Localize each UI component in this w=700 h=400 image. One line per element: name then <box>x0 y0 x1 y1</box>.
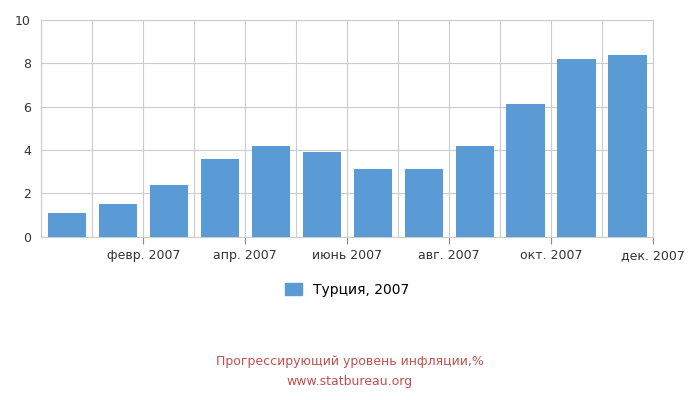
Bar <box>150 185 188 237</box>
Legend: Турция, 2007: Турция, 2007 <box>285 282 410 296</box>
Bar <box>48 213 86 237</box>
Bar <box>302 152 341 237</box>
Bar <box>608 55 647 237</box>
Text: www.statbureau.org: www.statbureau.org <box>287 376 413 388</box>
Bar <box>354 170 392 237</box>
Text: Прогрессирующий уровень инфляции,%: Прогрессирующий уровень инфляции,% <box>216 356 484 368</box>
Bar <box>251 146 290 237</box>
Bar <box>507 104 545 237</box>
Bar <box>405 170 443 237</box>
Bar <box>456 146 493 237</box>
Bar <box>201 159 239 237</box>
Bar <box>557 59 596 237</box>
Bar <box>99 204 137 237</box>
